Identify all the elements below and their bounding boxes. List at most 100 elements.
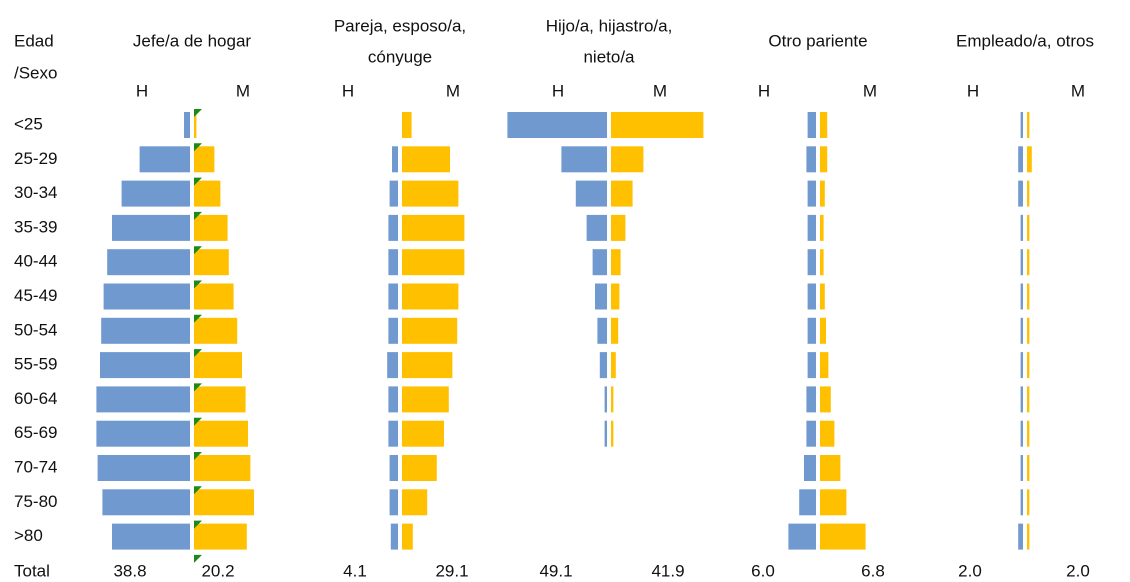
bar	[1027, 523, 1030, 550]
bar	[103, 283, 190, 310]
row-header: Edad	[14, 31, 54, 50]
series-header: H	[758, 81, 770, 100]
bar	[1020, 283, 1023, 310]
bar	[806, 146, 816, 173]
row-label: 55-59	[14, 355, 57, 374]
bar	[820, 317, 826, 344]
bar	[820, 214, 824, 241]
bar	[112, 214, 190, 241]
bar	[561, 146, 607, 173]
bar	[194, 489, 254, 516]
series-header: M	[653, 81, 667, 100]
bar	[100, 352, 190, 379]
row-label: 35-39	[14, 217, 57, 236]
bar	[389, 180, 398, 207]
bar	[388, 420, 398, 447]
bar	[1020, 455, 1023, 481]
total-value: 41.9	[651, 561, 684, 580]
total-value: 4.1	[343, 561, 367, 580]
bar	[595, 283, 607, 310]
bar	[611, 249, 621, 276]
bar	[402, 455, 437, 481]
total-value: 2.0	[1066, 561, 1090, 580]
note-marker	[194, 349, 202, 358]
bar	[1018, 146, 1023, 173]
bar	[194, 523, 247, 550]
bar	[388, 214, 398, 241]
row-label: >80	[14, 526, 43, 545]
bar	[507, 112, 607, 138]
bar	[1027, 317, 1030, 344]
bar	[1027, 249, 1030, 276]
panel-title: Hijo/a, hijastro/a,	[546, 16, 673, 35]
bar	[820, 283, 825, 310]
bar	[194, 283, 234, 310]
bar	[387, 352, 398, 379]
bar	[820, 112, 828, 138]
bar	[788, 523, 816, 550]
note-marker	[194, 143, 202, 152]
note-marker	[194, 211, 202, 220]
bar	[389, 489, 398, 516]
row-label: 65-69	[14, 423, 57, 442]
bar	[1027, 455, 1030, 481]
bar	[1027, 146, 1032, 173]
row-label: 70-74	[14, 457, 57, 476]
bar	[107, 249, 190, 276]
bar	[392, 146, 398, 173]
series-header: H	[552, 81, 564, 100]
bar	[1020, 420, 1023, 447]
bar	[820, 146, 828, 173]
bar	[194, 112, 197, 138]
note-marker	[194, 554, 202, 563]
bar	[194, 214, 228, 241]
bar	[820, 180, 825, 207]
bar	[597, 317, 607, 344]
bar	[402, 249, 465, 276]
bar	[194, 317, 238, 344]
bar	[388, 317, 398, 344]
bar	[807, 317, 816, 344]
bar	[611, 214, 626, 241]
bar	[1027, 420, 1030, 447]
bar	[194, 386, 246, 413]
bar	[194, 249, 229, 276]
row-label: 30-34	[14, 183, 57, 202]
bar	[121, 180, 190, 207]
bar	[586, 214, 607, 241]
bar	[820, 352, 829, 379]
bar	[402, 283, 459, 310]
bar	[806, 386, 816, 413]
series-header: H	[967, 81, 979, 100]
note-marker	[194, 280, 202, 289]
series-header: M	[446, 81, 460, 100]
bar	[1027, 352, 1030, 379]
bar	[402, 214, 465, 241]
bar	[1020, 112, 1023, 138]
bar	[102, 489, 190, 516]
note-marker	[194, 452, 202, 460]
panel-title: cónyuge	[368, 47, 432, 66]
note-marker	[194, 417, 202, 426]
total-label: Total	[14, 561, 50, 580]
bar	[1020, 352, 1023, 379]
bar	[807, 180, 816, 207]
bar	[807, 214, 816, 241]
note-marker	[194, 314, 202, 323]
note-marker	[194, 246, 202, 255]
bar	[1027, 489, 1030, 516]
bar	[807, 112, 816, 138]
bar	[194, 146, 215, 173]
bar	[820, 386, 831, 413]
bar	[807, 283, 816, 310]
total-value: 49.1	[539, 561, 572, 580]
bar	[1020, 317, 1023, 344]
bar	[611, 317, 619, 344]
bar	[402, 489, 428, 516]
note-marker	[194, 486, 202, 495]
total-value: 38.8	[113, 561, 146, 580]
bar	[1027, 283, 1030, 310]
bar	[402, 317, 458, 344]
bar	[1027, 386, 1030, 413]
bar	[604, 386, 607, 413]
